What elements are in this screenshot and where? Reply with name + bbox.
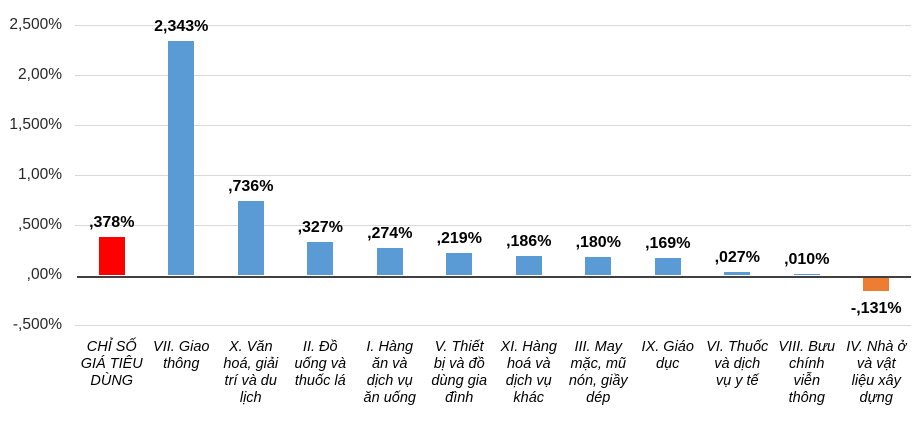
y-axis-tick-label: 2,500% (9, 16, 62, 33)
y-axis-tick-label: 2,00% (18, 66, 62, 83)
category-label: VII. Giao thông (153, 339, 210, 372)
value-label: ,327% (297, 219, 343, 237)
category-label: V. Thiết bị và đồ dùng gia đình (431, 339, 488, 406)
gridline (75, 25, 911, 26)
category-label: II. Đồ uống và thuốc lá (294, 339, 347, 389)
category-label: XI. Hàng hoá và dịch vụ khác (500, 339, 557, 406)
category-label: IX. Giáo dục (641, 339, 694, 372)
bar-10 (724, 272, 751, 275)
value-label: ,169% (645, 235, 691, 253)
gridline (75, 125, 911, 126)
bar-11 (793, 274, 820, 275)
bar-2 (168, 40, 195, 275)
y-axis-tick-label: ,500% (18, 216, 62, 233)
bar-9 (654, 258, 681, 275)
category-label: CHỈ SỐ GIÁ TIÊU DÙNG (80, 339, 143, 389)
category-label: VI. Thuốc và dịch vụ y tế (706, 339, 769, 389)
bar-1 (98, 237, 125, 275)
value-label: -,131% (850, 300, 902, 318)
bar-3 (237, 201, 264, 275)
category-label: X. Văn hoá, giải trí và du lịch (223, 339, 279, 406)
value-label: ,274% (367, 224, 413, 242)
y-axis-tick-label: -,500% (12, 316, 62, 333)
bar-7 (515, 256, 542, 275)
y-axis-tick-label: 1,00% (18, 166, 62, 183)
y-axis-tick-label: 1,500% (9, 116, 62, 133)
category-label: VIII. Bưu chính viễn thông (778, 339, 836, 406)
gridline (75, 75, 911, 76)
category-label: IV. Nhà ở và vật liệu xây dựng (846, 339, 907, 406)
value-label: ,736% (228, 178, 274, 196)
bar-12 (863, 278, 890, 292)
value-label: ,186% (506, 233, 552, 251)
category-label: III. May mặc, mũ nón, giầy dép (568, 339, 628, 406)
gridline (75, 225, 911, 226)
bar-6 (446, 253, 473, 275)
bar-8 (585, 257, 612, 275)
value-label: ,378% (89, 214, 135, 232)
category-label: I. Hàng ăn và dịch vụ ăn uống (363, 339, 416, 406)
value-label: ,180% (575, 234, 621, 251)
value-label: ,219% (436, 230, 482, 248)
bar-4 (307, 242, 334, 275)
value-label: ,027% (714, 249, 760, 267)
y-axis-tick-label: ,00% (26, 266, 62, 283)
value-label: 2,343% (154, 17, 209, 35)
value-label: ,010% (784, 251, 830, 268)
gridline (75, 175, 911, 176)
x-axis-line (77, 276, 911, 278)
gridline (75, 325, 911, 326)
bar-5 (376, 247, 403, 275)
